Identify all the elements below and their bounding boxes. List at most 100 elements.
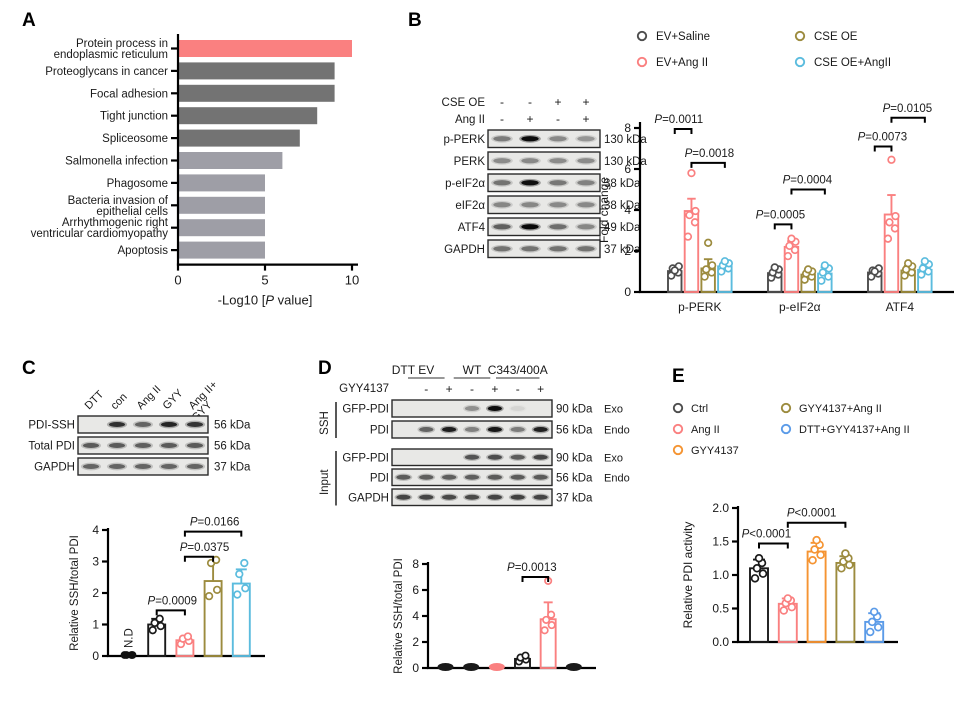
condition-value: - — [424, 382, 428, 396]
data-point — [691, 206, 700, 216]
data-point — [816, 550, 825, 560]
legend-label: EV+Saline — [656, 31, 710, 43]
data-point — [700, 272, 709, 281]
group-header: EV — [418, 363, 434, 377]
legend-marker — [780, 423, 792, 435]
band — [577, 202, 595, 208]
band-halo — [491, 178, 513, 187]
band — [464, 405, 480, 412]
p-value-label: P=0.0166 — [190, 517, 240, 529]
data-point — [542, 615, 551, 624]
bar-2 — [178, 84, 335, 102]
p-value-label: P=0.0011 — [654, 114, 703, 126]
band — [487, 454, 502, 460]
blot-loc-label: Exo — [604, 404, 623, 416]
blot-mw-label: 56 kDa — [556, 472, 593, 484]
band — [160, 442, 178, 449]
band — [521, 202, 539, 208]
condition-label: Ang II — [455, 114, 485, 126]
band — [549, 246, 567, 252]
band — [521, 224, 539, 230]
panel-a-label: A — [22, 10, 36, 31]
data-point — [783, 251, 793, 261]
y-tick-label: 0.0 — [712, 635, 729, 649]
p-italic: P — [756, 209, 764, 221]
legend-label: CSE OE — [814, 31, 858, 43]
data-point — [865, 627, 875, 637]
condition-value: - — [516, 382, 520, 396]
p-rest: =0.0005 — [763, 209, 805, 221]
blot-box-eIF2α — [487, 195, 601, 215]
legend-label: GYY4137 — [691, 445, 739, 457]
band — [510, 454, 525, 460]
legend-marker — [636, 56, 648, 68]
condition-value: + — [582, 112, 589, 126]
bar — [806, 550, 827, 643]
category-label: epithelial cells — [96, 206, 168, 218]
data-point — [867, 617, 877, 627]
band — [577, 180, 595, 186]
p-value-label: P=0.0105 — [883, 103, 933, 115]
band — [442, 474, 457, 480]
band-halo — [491, 200, 513, 209]
legend-marker — [794, 30, 806, 42]
y-tick-label: 2 — [92, 586, 99, 600]
p-rest: =0.0105 — [890, 103, 932, 115]
bar — [203, 580, 223, 657]
band-halo — [547, 134, 569, 143]
group-header-dtt: DTT — [392, 363, 416, 377]
category-label: endoplasmic reticulum — [54, 49, 168, 61]
zero-cluster — [565, 663, 582, 671]
category-label: Tight junction — [100, 111, 168, 123]
category-label: Arrhythmogenic right — [62, 217, 169, 229]
band-halo — [184, 441, 206, 450]
legend-marker — [794, 56, 806, 68]
y-tick-label: 3 — [92, 555, 99, 569]
blot-loc-label: Endo — [604, 425, 630, 437]
p-italic: P — [787, 508, 795, 520]
group-label: p-eIF2α — [779, 300, 821, 314]
axis-title-p: P — [265, 293, 274, 308]
data-point — [885, 218, 894, 227]
data-point — [547, 621, 556, 630]
band — [82, 442, 100, 449]
band-halo — [575, 200, 597, 209]
legend-label: Ctrl — [691, 403, 708, 415]
band — [464, 474, 480, 480]
bar-7 — [178, 196, 265, 214]
condition-value: - — [556, 112, 560, 126]
blot-row-label: GAPDH — [348, 492, 389, 504]
band — [134, 421, 152, 428]
bar-3 — [178, 107, 318, 125]
band — [533, 494, 548, 500]
p-italic: P — [148, 595, 156, 607]
blot-row-label: GAPDH — [34, 462, 75, 474]
bar-5 — [178, 152, 283, 169]
bar-1 — [178, 62, 335, 80]
condition-value: - — [528, 95, 532, 109]
band — [464, 426, 480, 433]
sig-bracket — [790, 188, 826, 195]
blot-row-label: PERK — [454, 156, 486, 168]
data-point — [241, 584, 250, 593]
category-label: Salmonella infection — [65, 156, 168, 168]
band — [186, 421, 204, 428]
band — [487, 426, 502, 433]
band — [82, 463, 100, 470]
condition-value: - — [500, 112, 504, 126]
band — [493, 136, 511, 142]
data-point — [837, 564, 846, 573]
band — [464, 454, 480, 460]
band — [487, 494, 502, 500]
x-tick-label: 10 — [345, 273, 359, 288]
section-label-ssh: SSH — [319, 411, 331, 435]
nd-label: N.D — [124, 628, 136, 648]
p-value-label: P=0.0004 — [783, 175, 833, 187]
p-value-label: P<0.0001 — [742, 529, 792, 541]
band-halo — [519, 244, 541, 253]
p-italic: P — [190, 517, 198, 529]
band-halo — [491, 244, 513, 253]
category-label: ventricular cardiomyopathy — [31, 228, 169, 240]
band-halo — [491, 156, 513, 165]
